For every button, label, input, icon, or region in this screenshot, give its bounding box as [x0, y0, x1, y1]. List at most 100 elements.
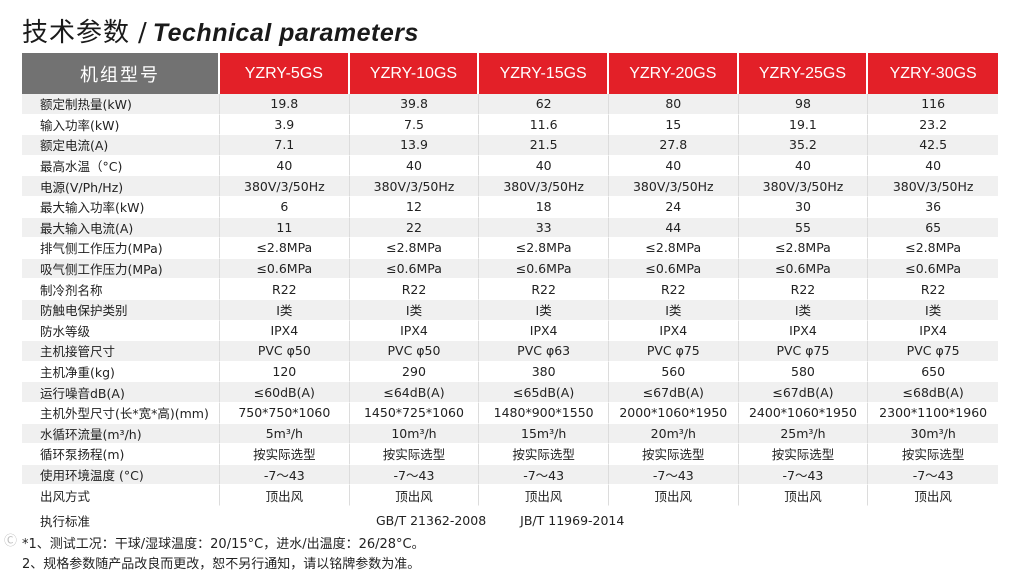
cell-value: R22	[738, 279, 869, 300]
row-label: 运行噪音dB(A)	[22, 382, 220, 403]
cell-value: 按实际选型	[349, 444, 480, 465]
cell-value: -7～43	[479, 464, 609, 486]
cell-value: 27.8	[608, 135, 739, 156]
standard-gb: GB/T 21362-2008	[376, 513, 487, 529]
row-label: 最高水温（°C)	[22, 155, 220, 177]
cell-value: ≤2.8MPa	[349, 238, 480, 259]
cell-value: 35.2	[738, 135, 869, 156]
cell-value: 顶出风	[738, 485, 869, 506]
header-model-label: 机组型号	[22, 53, 220, 94]
cell-value: 按实际选型	[608, 444, 739, 465]
cell-value: 顶出风	[868, 485, 998, 506]
row-label: 防触电保护类别	[22, 299, 220, 321]
cell-value: 380V/3/50Hz	[349, 176, 480, 197]
cell-value: 36	[868, 196, 998, 218]
cell-value: ≤0.6MPa	[868, 258, 998, 280]
cell-value: R22	[479, 279, 609, 300]
cell-value: -7～43	[349, 464, 480, 486]
cell-value: ≤0.6MPa	[479, 258, 609, 280]
row-label: 出风方式	[22, 485, 220, 506]
cell-value: I类	[220, 299, 350, 321]
cell-value: I类	[868, 299, 998, 321]
cell-value: 2000*1060*1950	[608, 402, 739, 424]
cell-value: 560	[608, 361, 739, 383]
cell-value: 40	[608, 155, 739, 177]
table-row: 吸气侧工作压力(MPa) ≤0.6MPa ≤0.6MPa ≤0.6MPa ≤0.6MPa…	[22, 258, 998, 280]
cell-value: 40	[220, 155, 350, 177]
watermark-logo: Ⓒ	[4, 534, 18, 549]
cell-value: 顶出风	[220, 485, 350, 506]
cell-value: 40	[868, 155, 998, 177]
header-model: YZRY-20GS	[608, 53, 739, 94]
cell-value: 80	[608, 94, 739, 115]
cell-value: 15m³/h	[479, 423, 609, 445]
cell-value: 33	[479, 217, 609, 239]
cell-value: PVC φ75	[868, 341, 998, 362]
cell-value: 按实际选型	[868, 444, 998, 465]
cell-value: 42.5	[868, 135, 998, 156]
cell-value: R22	[220, 279, 350, 300]
cell-value: -7～43	[738, 464, 869, 486]
cell-value: 19.8	[220, 94, 350, 115]
cell-value: 30	[738, 196, 869, 218]
cell-value: 2400*1060*1950	[738, 402, 869, 424]
table-row: 最高水温（°C) 40 40 40 40 40 40	[22, 155, 998, 177]
row-label: 主机接管尺寸	[22, 341, 220, 362]
table-row: 最大输入电流(A) 11 22 33 44 55 65	[22, 217, 998, 239]
header-row: 机组型号 YZRY-5GS YZRY-10GS YZRY-15GS YZRY-2…	[22, 53, 998, 94]
footnotes: *1、测试工况：干球/湿球温度：20/15°C，进水/出温度：26/28°C。 …	[22, 535, 425, 575]
cell-value: 380V/3/50Hz	[738, 176, 869, 197]
table-row: 使用环境温度 (°C) -7～43 -7～43 -7～43 -7～43 -7～43 -7～4…	[22, 464, 998, 486]
cell-value: 22	[349, 217, 480, 239]
table-row: 主机净重(kg) 120 290 380 560 580 650	[22, 361, 998, 383]
cell-value: ≤67dB(A)	[738, 382, 869, 403]
cell-value: IPX4	[479, 320, 609, 342]
title-en: Technical parameters	[152, 19, 419, 47]
cell-value: 44	[608, 217, 739, 239]
cell-value: 750*750*1060	[220, 402, 350, 424]
cell-value: 23.2	[868, 114, 998, 136]
cell-value: R22	[868, 279, 998, 300]
header-model: YZRY-25GS	[738, 53, 869, 94]
cell-value: ≤2.8MPa	[868, 238, 998, 259]
cell-value: 98	[738, 94, 869, 115]
cell-value: I类	[479, 299, 609, 321]
cell-value: IPX4	[868, 320, 998, 342]
cell-value: IPX4	[220, 320, 350, 342]
cell-value: 55	[738, 217, 869, 239]
cell-value: PVC φ75	[608, 341, 739, 362]
cell-value: ≤0.6MPa	[738, 258, 869, 280]
cell-value: 6	[220, 196, 350, 218]
table-row: 防水等级 IPX4 IPX4 IPX4 IPX4 IPX4 IPX4	[22, 320, 998, 342]
cell-value: PVC φ63	[479, 341, 609, 362]
cell-value: ≤2.8MPa	[738, 238, 869, 259]
cell-value: -7～43	[608, 464, 739, 486]
cell-value: IPX4	[349, 320, 480, 342]
table-row: 电源(V/Ph/Hz) 380V/3/50Hz 380V/3/50Hz 380V/3/…	[22, 176, 998, 197]
header-model: YZRY-10GS	[349, 53, 480, 94]
cell-value: I类	[349, 299, 480, 321]
standard-values: GB/T 21362-2008 JB/T 11969-2014	[220, 505, 998, 537]
cell-value: 650	[868, 361, 998, 383]
cell-value: 顶出风	[608, 485, 739, 506]
cell-value: 19.1	[738, 114, 869, 136]
cell-value: 290	[349, 361, 480, 383]
cell-value: 5m³/h	[220, 423, 350, 445]
table-row: 循环泵扬程(m) 按实际选型 按实际选型 按实际选型 按实际选型 按实际选型 按实际选型	[22, 444, 998, 465]
cell-value: 7.1	[220, 135, 350, 156]
table-row: 额定电流(A) 7.1 13.9 21.5 27.8 35.2 42.5	[22, 135, 998, 156]
row-label: 额定制热量(kW)	[22, 94, 220, 115]
cell-value: 580	[738, 361, 869, 383]
table-row: 排气侧工作压力(MPa) ≤2.8MPa ≤2.8MPa ≤2.8MPa ≤2.8MPa…	[22, 238, 998, 259]
cell-value: IPX4	[738, 320, 869, 342]
cell-value: 按实际选型	[220, 444, 350, 465]
standard-jb: JB/T 11969-2014	[520, 513, 625, 529]
cell-value: ≤0.6MPa	[220, 258, 350, 280]
title-separator: /	[138, 18, 147, 48]
cell-value: ≤60dB(A)	[220, 382, 350, 403]
cell-value: 380V/3/50Hz	[608, 176, 739, 197]
row-label: 水循环流量(m³/h)	[22, 423, 220, 445]
cell-value: 18	[479, 196, 609, 218]
cell-value: 40	[738, 155, 869, 177]
cell-value: 13.9	[349, 135, 480, 156]
